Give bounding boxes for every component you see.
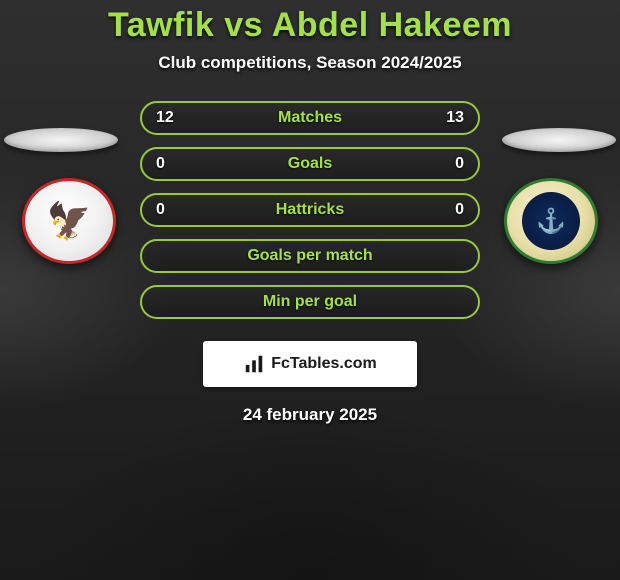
player-shadow-left bbox=[4, 128, 118, 152]
stat-row-matches: 12 Matches 13 bbox=[140, 101, 480, 135]
stat-value-left: 0 bbox=[156, 201, 180, 219]
attribution-text: FcTables.com bbox=[271, 355, 377, 373]
stat-label: Matches bbox=[180, 109, 440, 127]
stat-value-left: 12 bbox=[156, 109, 180, 127]
club-badge-left: 🦅 bbox=[22, 178, 116, 264]
eagle-icon: 🦅 bbox=[47, 203, 92, 239]
attribution-badge: FcTables.com bbox=[203, 341, 417, 387]
stat-row-goals: 0 Goals 0 bbox=[140, 147, 480, 181]
stat-value-left: 0 bbox=[156, 155, 180, 173]
stat-value-right: 0 bbox=[440, 201, 464, 219]
stat-value-right: 0 bbox=[440, 155, 464, 173]
player-shadow-right bbox=[502, 128, 616, 152]
stat-label: Hattricks bbox=[180, 201, 440, 219]
page-title: Tawfik vs Abdel Hakeem bbox=[108, 6, 512, 45]
bar-chart-icon bbox=[243, 353, 265, 375]
stat-row-hattricks: 0 Hattricks 0 bbox=[140, 193, 480, 227]
club-badge-right: ⚓ bbox=[504, 178, 598, 264]
content-root: Tawfik vs Abdel Hakeem Club competitions… bbox=[0, 0, 620, 580]
stat-value-right: 13 bbox=[440, 109, 464, 127]
stat-row-min-per-goal: Min per goal bbox=[140, 285, 480, 319]
stat-label: Goals bbox=[180, 155, 440, 173]
page-subtitle: Club competitions, Season 2024/2025 bbox=[158, 53, 461, 73]
stat-row-goals-per-match: Goals per match bbox=[140, 239, 480, 273]
date-text: 24 february 2025 bbox=[243, 405, 377, 425]
stat-label: Min per goal bbox=[180, 293, 440, 311]
stat-label: Goals per match bbox=[180, 247, 440, 265]
anchor-icon: ⚓ bbox=[522, 192, 580, 250]
